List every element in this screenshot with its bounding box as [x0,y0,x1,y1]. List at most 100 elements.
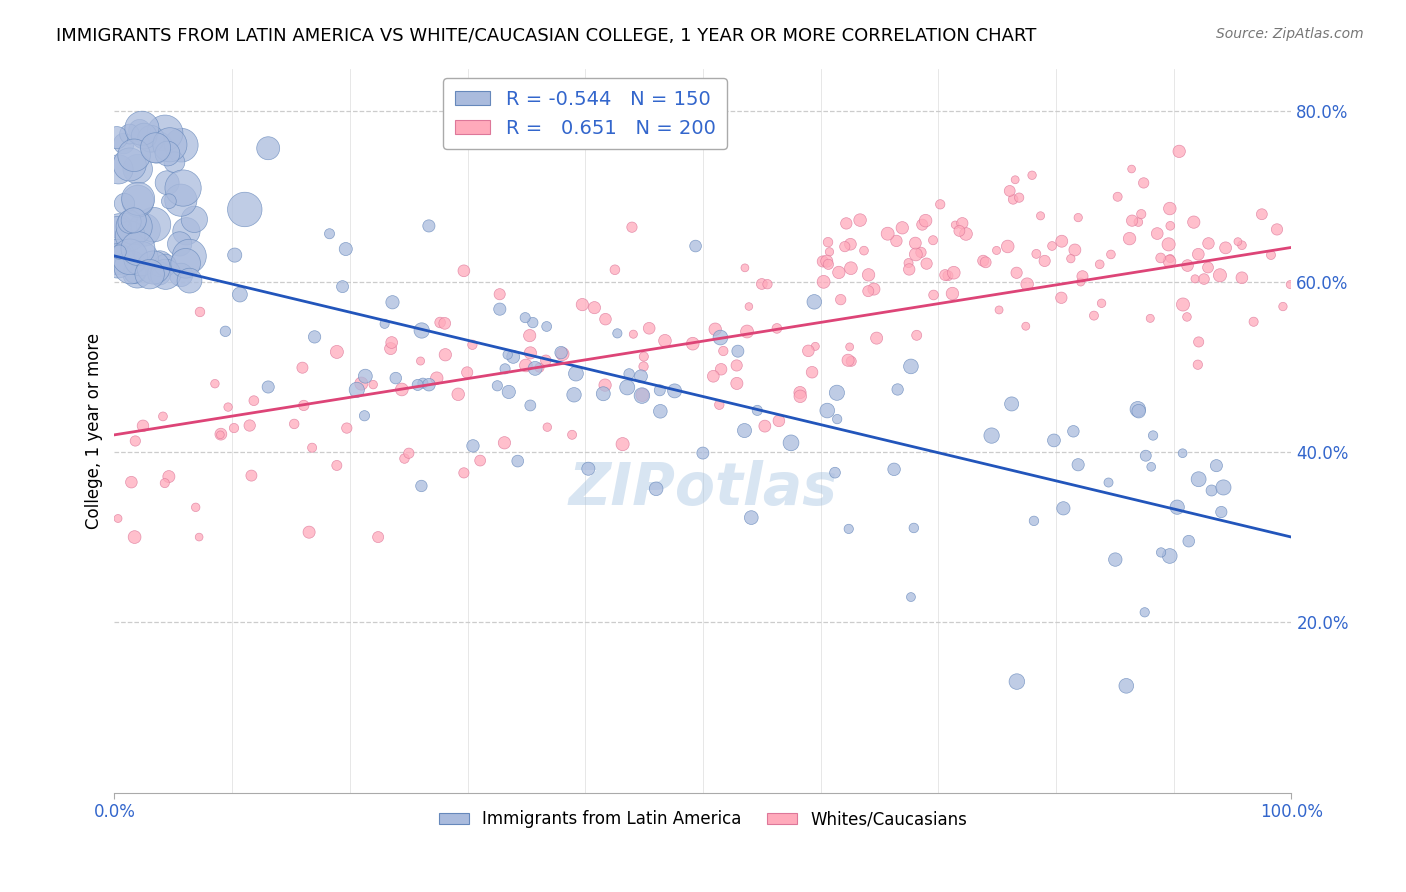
Point [837,353,859,368]
Point [470,453,492,467]
Point [118,127,141,141]
Point [453,466,475,480]
Point [886,234,908,248]
Point [789,389,811,403]
Point [734,260,756,275]
Point [1126,402,1149,417]
Point [1004,173,1026,187]
Point [692,446,714,460]
Point [107,511,129,525]
Point [283,417,305,431]
Point [127,162,149,177]
Point [506,454,529,468]
Point [1212,480,1234,494]
Text: Source: ZipAtlas.com: Source: ZipAtlas.com [1216,27,1364,41]
Point [1159,549,1181,563]
Point [616,380,638,394]
Point [571,297,593,311]
Point [922,233,945,247]
Point [132,129,155,144]
Point [1025,247,1047,261]
Point [418,219,440,233]
Point [824,466,846,480]
Point [153,476,176,491]
Point [159,137,181,152]
Point [1177,534,1199,549]
Point [1040,239,1063,253]
Point [897,256,920,270]
Point [149,257,172,271]
Point [911,218,934,232]
Point [1146,227,1168,241]
Point [756,277,779,292]
Point [107,224,129,238]
Point [898,262,921,277]
Point [332,279,354,293]
Point [1071,269,1094,284]
Point [682,336,704,351]
Point [825,412,848,426]
Point [747,403,769,417]
Point [326,458,349,473]
Point [1215,241,1237,255]
Point [243,393,266,408]
Y-axis label: College, 1 year or more: College, 1 year or more [86,333,103,529]
Point [735,325,758,339]
Point [1188,334,1211,349]
Point [980,428,1002,442]
Legend: Immigrants from Latin America, Whites/Caucasians: Immigrants from Latin America, Whites/Ca… [432,804,973,835]
Point [1017,277,1039,292]
Point [124,530,146,544]
Point [702,369,724,384]
Point [633,359,655,374]
Point [522,316,544,330]
Point [122,213,145,227]
Point [1104,552,1126,566]
Point [515,359,537,373]
Point [174,256,197,270]
Point [461,439,484,453]
Point [1166,500,1188,515]
Point [1090,296,1112,310]
Point [367,530,389,544]
Point [612,437,634,451]
Point [813,275,835,289]
Point [120,228,142,243]
Point [129,252,152,266]
Point [1067,458,1090,472]
Point [132,418,155,433]
Point [1029,209,1052,223]
Point [936,268,959,283]
Point [711,344,734,359]
Point [830,293,852,307]
Point [1230,270,1253,285]
Point [257,141,280,155]
Point [803,294,825,309]
Point [839,261,862,276]
Point [361,377,384,392]
Point [176,224,198,238]
Point [997,239,1019,253]
Point [486,379,509,393]
Point [1067,211,1090,225]
Point [1159,202,1181,216]
Point [1002,193,1025,207]
Point [768,414,790,428]
Point [998,184,1021,198]
Point [725,376,748,391]
Point [1211,505,1233,519]
Point [124,265,146,279]
Point [734,424,756,438]
Point [224,248,246,262]
Point [128,123,150,137]
Point [188,530,211,544]
Point [107,253,129,268]
Point [1142,428,1164,442]
Point [418,377,440,392]
Point [1132,176,1154,190]
Point [156,176,179,190]
Point [914,213,936,227]
Point [797,343,820,358]
Point [955,227,977,241]
Point [922,288,945,302]
